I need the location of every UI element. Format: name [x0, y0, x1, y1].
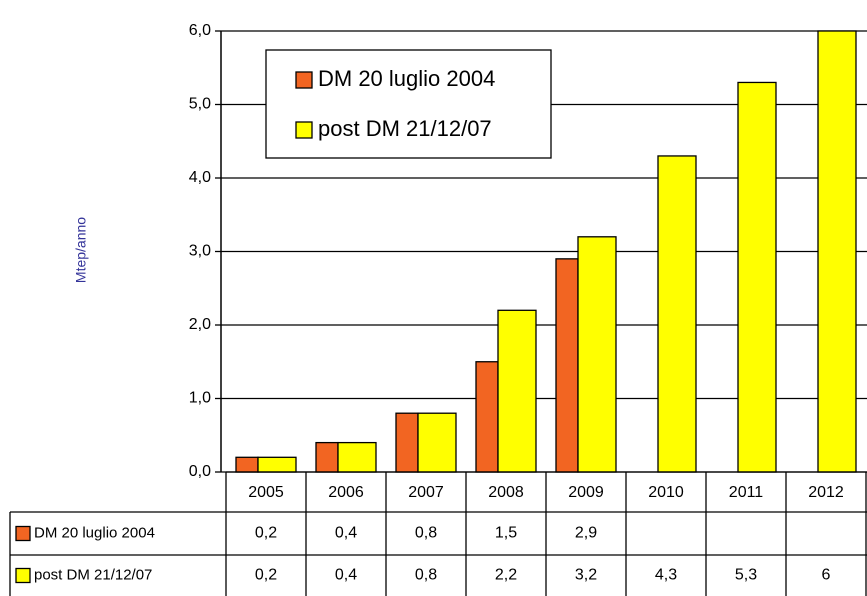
bar [315, 441, 339, 473]
bar [817, 30, 857, 473]
legend-label: DM 20 luglio 2004 [318, 66, 495, 91]
table-value: 0,4 [335, 525, 357, 542]
bar [395, 412, 419, 473]
y-tick-label: 4,0 [189, 169, 211, 186]
bar [555, 258, 579, 473]
table-swatch [15, 567, 31, 584]
table-value: 6 [822, 567, 831, 584]
y-tick-label: 3,0 [189, 243, 211, 260]
bar [475, 361, 499, 473]
x-tick-label: 2008 [488, 484, 524, 501]
y-axis-label: Mtep/anno [73, 217, 89, 283]
x-tick-label: 2006 [328, 484, 364, 501]
table-value: 4,3 [655, 567, 677, 584]
table-swatch [15, 525, 31, 542]
y-tick-label: 5,0 [189, 96, 211, 113]
bar [417, 412, 457, 473]
x-tick-label: 2010 [648, 484, 684, 501]
y-tick-label: 1,0 [189, 390, 211, 407]
legend-box [265, 49, 552, 159]
bar [657, 155, 697, 473]
table-value: 0,8 [415, 567, 437, 584]
table-value: 0,2 [255, 525, 277, 542]
x-tick-label: 2009 [568, 484, 604, 501]
bar [497, 309, 537, 473]
table-value: 5,3 [735, 567, 757, 584]
x-tick-label: 2005 [248, 484, 284, 501]
table-value: 1,5 [495, 525, 517, 542]
table-value: 0,2 [255, 567, 277, 584]
table-value: 3,2 [575, 567, 597, 584]
table-value: 0,4 [335, 567, 357, 584]
x-tick-label: 2007 [408, 484, 444, 501]
table-series-label: post DM 21/12/07 [34, 566, 152, 583]
bar [235, 456, 259, 473]
x-tick-label: 2011 [729, 484, 764, 501]
table-value: 0,8 [415, 525, 437, 542]
x-tick-label: 2012 [808, 484, 844, 501]
legend-label: post DM 21/12/07 [318, 116, 492, 141]
table-value: 2,9 [575, 525, 597, 542]
legend-swatch [295, 71, 313, 89]
y-tick-label: 6,0 [189, 22, 211, 39]
legend-swatch [295, 121, 313, 139]
y-tick-label: 0,0 [189, 463, 211, 480]
bar [257, 456, 297, 473]
y-tick-label: 2,0 [189, 316, 211, 333]
bar [577, 236, 617, 473]
table-series-label: DM 20 luglio 2004 [34, 524, 155, 541]
bar [337, 441, 377, 473]
table-value: 2,2 [495, 567, 517, 584]
bar [737, 81, 777, 473]
